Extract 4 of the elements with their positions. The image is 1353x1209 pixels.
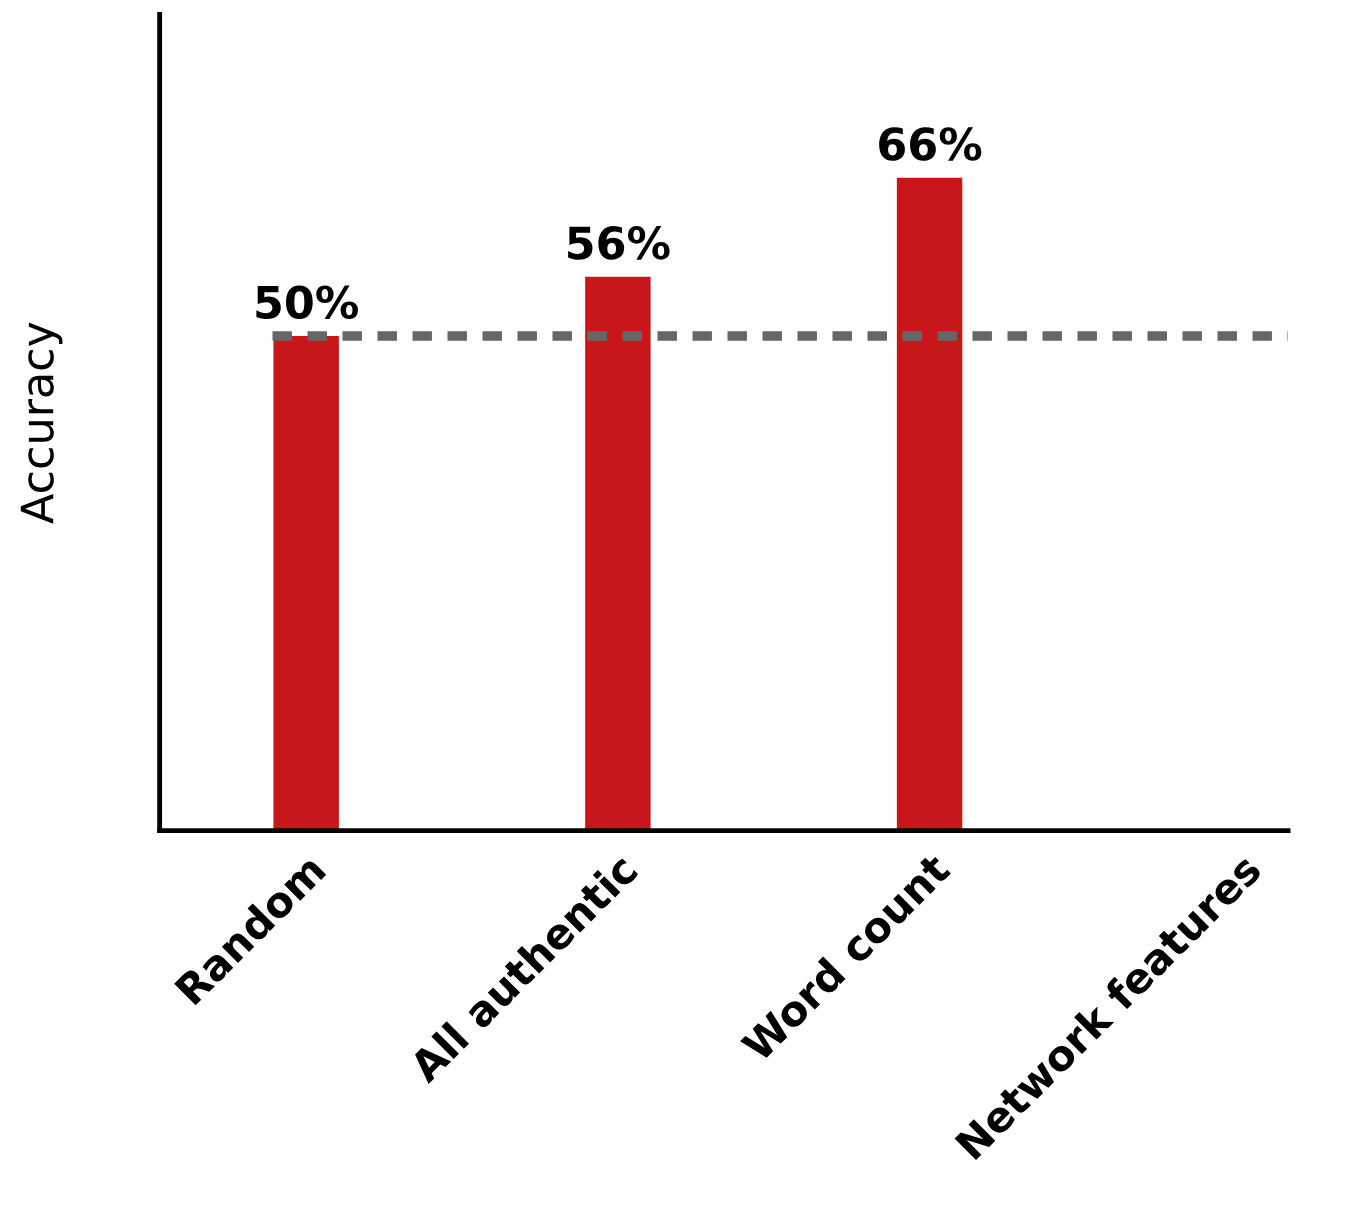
y-axis-title: Accuracy [20,322,63,524]
data-label: 50% [256,285,358,320]
data-label: 66% [879,127,982,161]
data-label: 56% [568,226,670,260]
